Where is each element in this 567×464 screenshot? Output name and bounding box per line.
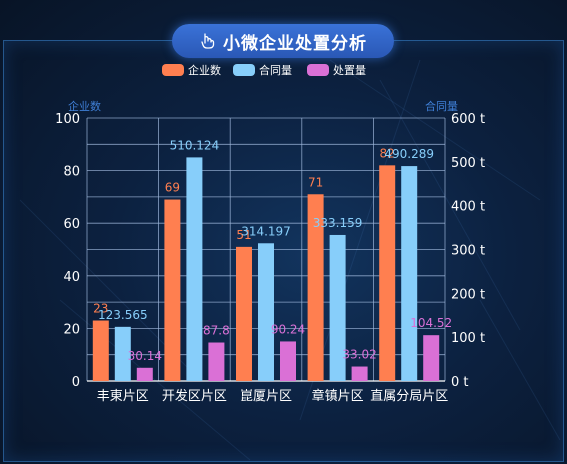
- right-tick-label: 200 t: [451, 287, 485, 302]
- tick-labels: 0 20 40 60 80 100 0 t 100 t 200 t 300 t 400 t 500 t…: [55, 112, 485, 404]
- bar-enterprise: [379, 165, 396, 381]
- bar-disposal: [280, 341, 296, 381]
- bar-disposal: [351, 366, 368, 381]
- bar-enterprise: [236, 246, 252, 381]
- category-label: 丰東片区: [97, 388, 149, 404]
- data-label-disposal: 104.52: [410, 316, 452, 330]
- bar-contract: [186, 157, 203, 381]
- title-banner: 小微企业处置分析: [172, 24, 394, 58]
- right-tick-label: 100 t: [451, 331, 485, 346]
- legend: 企业数 合同量 处置量: [162, 63, 366, 77]
- legend-swatch-enterprise: [162, 64, 184, 76]
- legend-label-contract: 合同量: [259, 63, 292, 77]
- hand-pointer-icon: [201, 33, 215, 49]
- data-label-disposal: 87.8: [203, 324, 230, 338]
- data-label-enterprise: 69: [165, 181, 180, 195]
- category-label: 直属分局片区: [370, 389, 448, 404]
- bar-contract: [114, 326, 131, 381]
- left-tick-label: 20: [63, 322, 80, 337]
- chart-title: 小微企业处置分析: [223, 33, 367, 54]
- bar-disposal: [136, 367, 153, 381]
- data-label-enterprise: 82: [380, 146, 395, 160]
- left-tick-label: 0: [72, 375, 80, 390]
- bar-contract: [258, 243, 274, 381]
- data-label-disposal: 33.02: [342, 348, 376, 362]
- category-label: 崑厦片区: [240, 389, 292, 404]
- bar-disposal: [423, 335, 440, 381]
- left-tick-label: 80: [63, 165, 80, 180]
- data-label-contract: 490.289: [384, 147, 434, 161]
- data-label-contract: 314.197: [241, 224, 291, 238]
- bars: [92, 157, 440, 381]
- left-tick-label: 40: [63, 270, 80, 285]
- right-tick-label: 400 t: [451, 200, 485, 215]
- right-tick-label: 500 t: [451, 156, 485, 171]
- bar-contract: [401, 166, 418, 381]
- data-label-enterprise: 51: [236, 228, 251, 242]
- data-label-enterprise: 71: [308, 175, 323, 189]
- left-tick-label: 60: [63, 217, 80, 232]
- bar-enterprise: [164, 199, 181, 381]
- legend-swatch-disposal: [307, 64, 329, 76]
- bar-disposal: [208, 342, 225, 381]
- data-label-contract: 510.124: [170, 138, 220, 152]
- category-label: 章镇片区: [312, 388, 364, 404]
- left-axis-name: 企业数: [68, 99, 101, 113]
- legend-swatch-contract: [233, 64, 255, 76]
- right-tick-label: 0 t: [451, 375, 469, 390]
- bar-enterprise: [92, 320, 109, 381]
- data-label-enterprise: 23: [93, 302, 108, 316]
- legend-label-enterprise: 企业数: [188, 63, 221, 77]
- data-label-contract: 123.565: [98, 308, 148, 322]
- data-label-disposal: 90.24: [271, 322, 305, 336]
- bar-enterprise: [307, 194, 324, 381]
- right-tick-label: 300 t: [451, 244, 485, 259]
- bar-contract: [329, 234, 346, 381]
- right-tick-label: 600 t: [451, 112, 485, 127]
- data-label-disposal: 30.14: [128, 349, 162, 363]
- category-label: 开发区片区: [162, 388, 227, 404]
- left-tick-label: 100: [55, 112, 80, 127]
- legend-label-disposal: 处置量: [333, 64, 366, 77]
- data-label-contract: 333.159: [313, 216, 363, 230]
- right-axis-name: 合同量: [425, 99, 458, 113]
